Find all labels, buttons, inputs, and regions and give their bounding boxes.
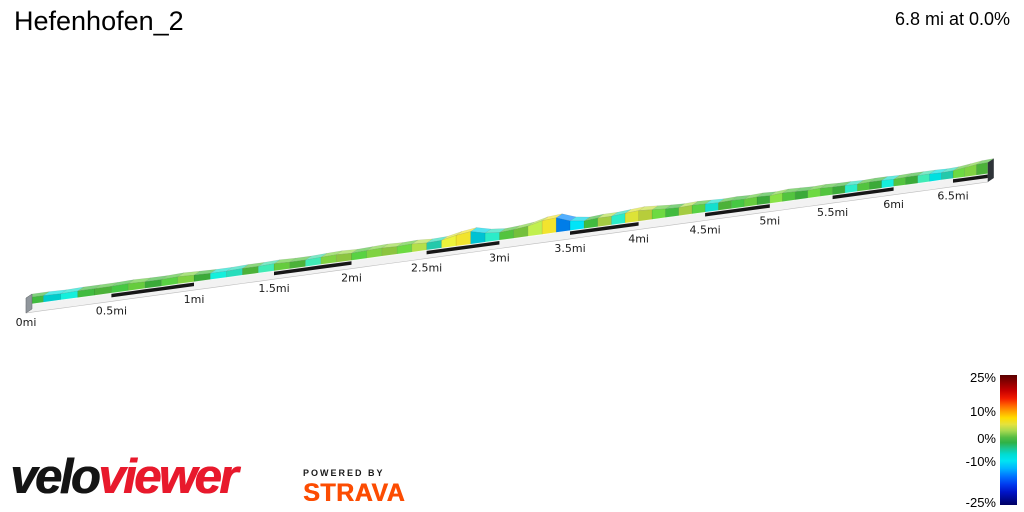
- svg-text:3.5mi: 3.5mi: [554, 242, 585, 255]
- veloviewer-logo[interactable]: veloviewer: [10, 450, 238, 504]
- svg-text:2.5mi: 2.5mi: [411, 261, 442, 274]
- legend-tick-0: 0%: [977, 431, 996, 446]
- svg-text:0mi: 0mi: [16, 316, 37, 329]
- svg-text:0.5mi: 0.5mi: [96, 304, 127, 317]
- svg-text:5mi: 5mi: [759, 215, 780, 228]
- svg-text:4mi: 4mi: [628, 233, 649, 246]
- strava-badge[interactable]: POWERED BY STRAVA: [303, 468, 405, 506]
- powered-by-label: POWERED BY: [303, 468, 385, 478]
- svg-text:1mi: 1mi: [184, 293, 205, 306]
- gradient-legend: 25% 10% 0% -10% -25%: [940, 370, 1024, 510]
- legend-tick-neg10: -10%: [965, 454, 996, 469]
- legend-tick-25: 25%: [969, 370, 996, 385]
- page-title: Hefenhofen_2: [14, 6, 184, 36]
- svg-text:5.5mi: 5.5mi: [817, 206, 848, 219]
- svg-text:2mi: 2mi: [341, 272, 362, 285]
- legend-tick-neg25: -25%: [965, 495, 996, 510]
- svg-text:6.5mi: 6.5mi: [937, 190, 968, 203]
- legend-tick-10: 10%: [969, 404, 996, 419]
- svg-text:3mi: 3mi: [489, 252, 510, 265]
- gradient-colorbar: [1000, 375, 1017, 505]
- route-summary: 6.8 mi at 0.0%: [894, 9, 1010, 29]
- strava-logo: STRAVA: [303, 479, 406, 507]
- svg-text:1.5mi: 1.5mi: [258, 282, 289, 295]
- svg-text:6mi: 6mi: [883, 198, 904, 211]
- veloviewer-logo-viewer: viewer: [98, 450, 238, 504]
- veloviewer-logo-velo: velo: [10, 450, 101, 504]
- svg-text:4.5mi: 4.5mi: [689, 224, 720, 237]
